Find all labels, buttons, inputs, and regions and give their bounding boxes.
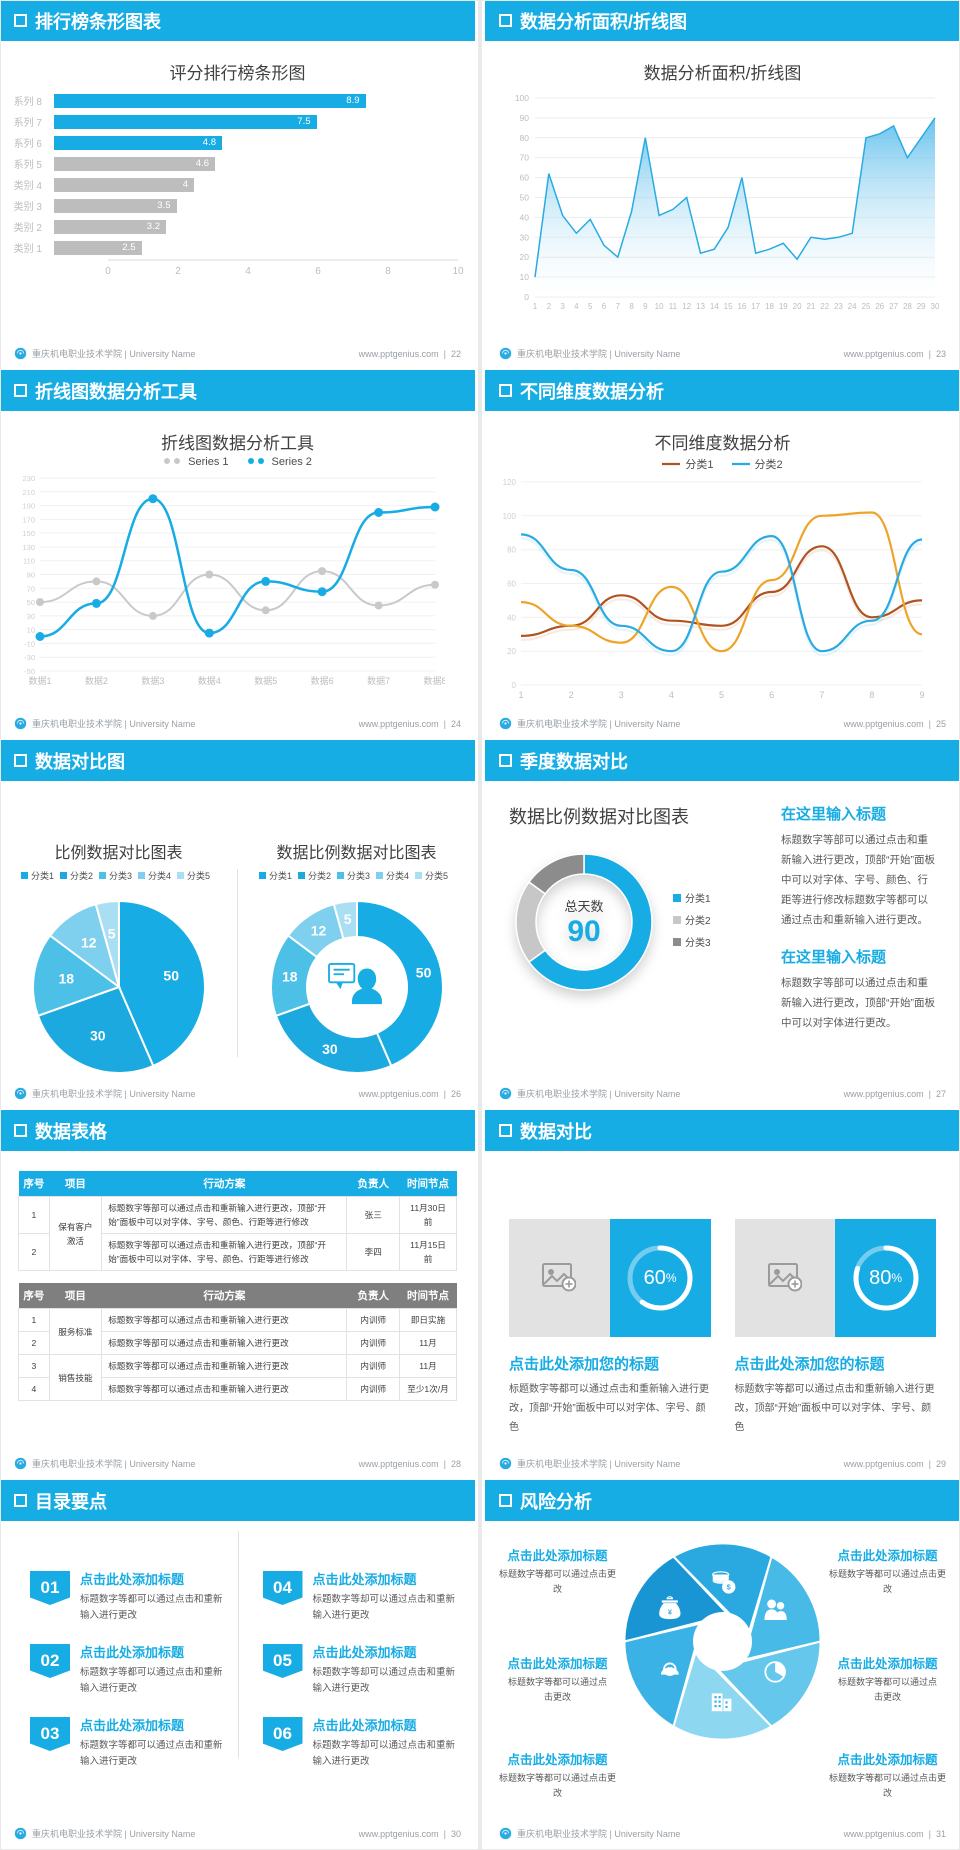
svg-text:数据1: 数据1 [28, 675, 51, 686]
svg-text:100: 100 [515, 93, 529, 103]
svg-text:数据5: 数据5 [254, 675, 277, 686]
svg-text:3: 3 [560, 302, 565, 311]
svg-text:23: 23 [834, 302, 843, 311]
svg-text:21: 21 [806, 302, 815, 311]
svg-text:26: 26 [875, 302, 884, 311]
svg-text:60: 60 [520, 173, 530, 183]
svg-text:120: 120 [503, 478, 517, 487]
svg-text:20: 20 [793, 302, 802, 311]
svg-text:数据7: 数据7 [367, 675, 390, 686]
svg-text:16: 16 [737, 302, 746, 311]
svg-text:8: 8 [385, 266, 391, 277]
svg-text:20: 20 [507, 647, 516, 656]
svg-text:12: 12 [81, 935, 97, 951]
svg-text:30: 30 [322, 1041, 338, 1057]
svg-text:30: 30 [931, 302, 940, 311]
svg-text:60: 60 [507, 580, 516, 589]
svg-text:17: 17 [751, 302, 760, 311]
svg-text:6: 6 [769, 690, 774, 700]
svg-text:数据4: 数据4 [198, 675, 221, 686]
svg-text:8: 8 [869, 690, 874, 700]
svg-text:12: 12 [310, 922, 326, 938]
svg-text:数据3: 数据3 [141, 675, 164, 686]
svg-text:8: 8 [629, 302, 634, 311]
svg-text:18: 18 [58, 971, 74, 987]
svg-text:5: 5 [107, 926, 115, 942]
svg-text:9: 9 [643, 302, 648, 311]
svg-text:0: 0 [105, 266, 111, 277]
svg-text:4: 4 [245, 266, 251, 277]
svg-text:-10: -10 [24, 639, 35, 648]
svg-text:0: 0 [524, 292, 529, 302]
svg-text:19: 19 [779, 302, 788, 311]
svg-text:数据8: 数据8 [423, 675, 445, 686]
svg-text:14: 14 [710, 302, 719, 311]
svg-text:70: 70 [520, 153, 530, 163]
svg-text:30: 30 [520, 232, 530, 242]
svg-text:30: 30 [27, 612, 35, 621]
svg-text:9: 9 [919, 690, 924, 700]
svg-text:¥: ¥ [668, 1666, 672, 1674]
svg-text:27: 27 [889, 302, 898, 311]
svg-text:2: 2 [547, 302, 552, 311]
svg-text:190: 190 [22, 502, 35, 511]
svg-text:10: 10 [655, 302, 664, 311]
svg-text:80: 80 [520, 133, 530, 143]
svg-text:29: 29 [917, 302, 926, 311]
svg-text:6: 6 [602, 302, 607, 311]
svg-text:-50: -50 [24, 667, 35, 676]
svg-text:2: 2 [175, 266, 181, 277]
svg-text:数据6: 数据6 [311, 675, 334, 686]
svg-text:5: 5 [343, 911, 351, 927]
svg-text:1: 1 [518, 690, 523, 700]
svg-text:1: 1 [533, 302, 538, 311]
svg-text:25: 25 [862, 302, 871, 311]
svg-text:4: 4 [574, 302, 579, 311]
svg-text:数据2: 数据2 [85, 675, 108, 686]
svg-text:90: 90 [520, 113, 530, 123]
svg-text:3: 3 [619, 690, 624, 700]
svg-text:210: 210 [22, 488, 35, 497]
svg-text:10: 10 [520, 272, 530, 282]
svg-text:80: 80 [507, 546, 516, 555]
svg-text:130: 130 [22, 543, 35, 552]
svg-text:30: 30 [90, 1027, 106, 1043]
svg-text:20: 20 [520, 252, 530, 262]
svg-text:22: 22 [820, 302, 829, 311]
svg-text:11: 11 [669, 302, 678, 311]
svg-text:230: 230 [22, 474, 35, 483]
svg-text:40: 40 [507, 613, 516, 622]
svg-text:10: 10 [27, 626, 35, 635]
svg-text:28: 28 [903, 302, 912, 311]
svg-text:6: 6 [315, 266, 321, 277]
svg-text:15: 15 [724, 302, 733, 311]
svg-text:0: 0 [512, 681, 517, 690]
svg-text:7: 7 [819, 690, 824, 700]
svg-text:90: 90 [27, 571, 35, 580]
svg-text:50: 50 [163, 968, 179, 984]
svg-text:24: 24 [848, 302, 857, 311]
svg-text:70: 70 [27, 584, 35, 593]
svg-text:-30: -30 [24, 653, 35, 662]
svg-text:7: 7 [616, 302, 621, 311]
svg-text:50: 50 [27, 598, 35, 607]
svg-text:40: 40 [520, 212, 530, 222]
svg-text:2: 2 [569, 690, 574, 700]
svg-text:18: 18 [282, 968, 298, 984]
svg-text:100: 100 [503, 512, 517, 521]
svg-text:5: 5 [719, 690, 724, 700]
svg-text:50: 50 [520, 193, 530, 203]
svg-text:110: 110 [23, 557, 35, 566]
svg-text:50: 50 [415, 965, 431, 981]
svg-text:18: 18 [765, 302, 774, 311]
svg-text:4: 4 [669, 690, 674, 700]
svg-text:13: 13 [696, 302, 705, 311]
svg-text:170: 170 [22, 515, 35, 524]
svg-text:10: 10 [452, 266, 464, 277]
svg-text:150: 150 [22, 529, 35, 538]
svg-text:12: 12 [682, 302, 691, 311]
svg-text:5: 5 [588, 302, 593, 311]
